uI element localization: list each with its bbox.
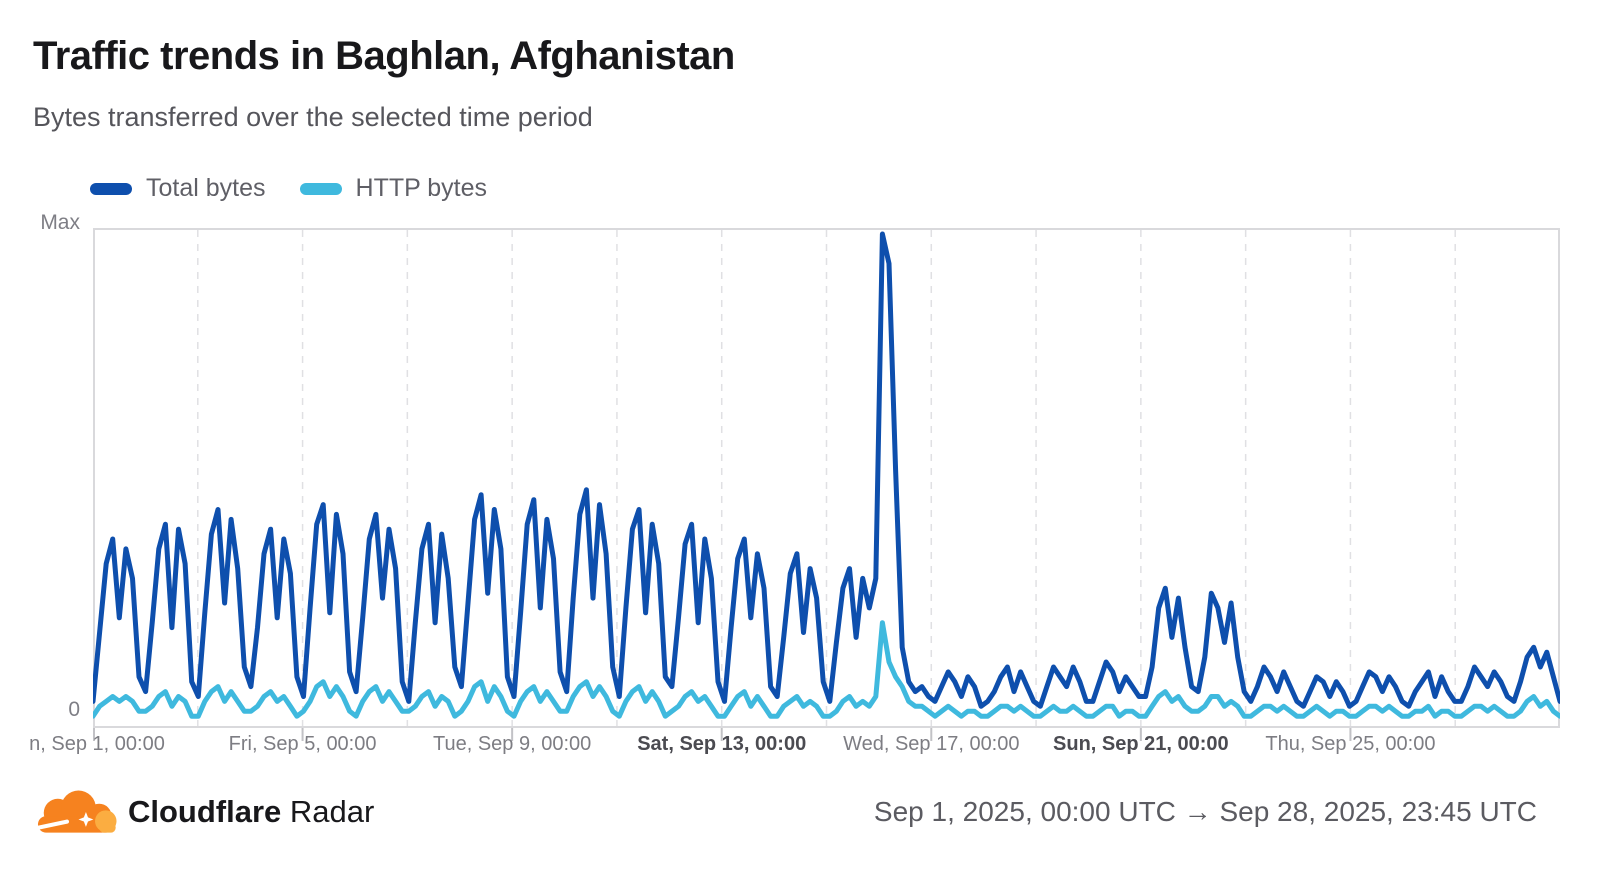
traffic-trends-chart[interactable]: [93, 228, 1560, 742]
x-axis-label: Sun, Sep 21, 00:00: [1053, 733, 1229, 755]
x-axis-label: n, Sep 1, 00:00: [29, 733, 165, 755]
series-line-http-bytes: [93, 620, 1560, 719]
brand-radar: Radar: [289, 794, 375, 829]
legend: Total bytes HTTP bytes: [90, 174, 487, 203]
total-bytes-swatch: [90, 182, 132, 195]
x-axis-labels: n, Sep 1, 00:00 Fri, Sep 5, 00:00 Tue, Sep…: [29, 733, 1560, 761]
x-axis-label: Tue, Sep 9, 00:00: [433, 733, 592, 755]
x-axis-label: Wed, Sep 17, 00:00: [843, 733, 1020, 755]
y-axis-max-label: Max: [40, 211, 80, 234]
cloudflare-logo-icon: [33, 790, 117, 833]
y-axis-zero-label: 0: [68, 698, 80, 721]
legend-item-total-bytes[interactable]: Total bytes: [90, 174, 266, 203]
x-axis-label: Sat, Sep 13, 00:00: [637, 733, 807, 755]
http-bytes-swatch: [299, 182, 342, 195]
series-line-total-bytes: [93, 231, 1560, 709]
cloudflare-radar-wordmark[interactable]: Cloudflare Radar: [128, 794, 374, 830]
date-range-label: Sep 1, 2025, 00:00 UTC → Sep 28, 2025, 2…: [873, 796, 1537, 827]
page-subtitle: Bytes transferred over the selected time…: [33, 102, 593, 132]
legend-label-http-bytes: HTTP bytes: [355, 174, 488, 202]
plot-border: [93, 228, 1560, 728]
x-axis-label: Fri, Sep 5, 00:00: [228, 733, 377, 755]
brand-cloudflare: Cloudflare: [128, 794, 282, 829]
legend-item-http-bytes[interactable]: HTTP bytes: [299, 174, 488, 203]
page-title: Traffic trends in Baghlan, Afghanistan: [33, 34, 735, 78]
x-axis-label: Thu, Sep 25, 00:00: [1265, 733, 1436, 755]
legend-label-total-bytes: Total bytes: [146, 174, 266, 202]
